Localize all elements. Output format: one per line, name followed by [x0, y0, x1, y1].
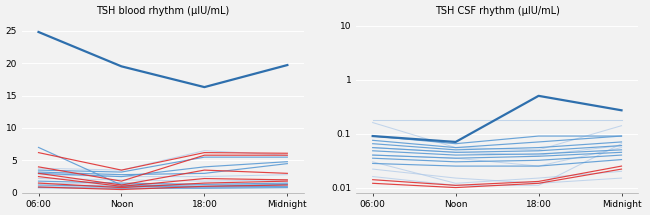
Title: TSH blood rhythm (μIU/mL): TSH blood rhythm (μIU/mL)	[96, 6, 229, 15]
Title: TSH CSF rhythm (μIU/mL): TSH CSF rhythm (μIU/mL)	[435, 6, 560, 15]
